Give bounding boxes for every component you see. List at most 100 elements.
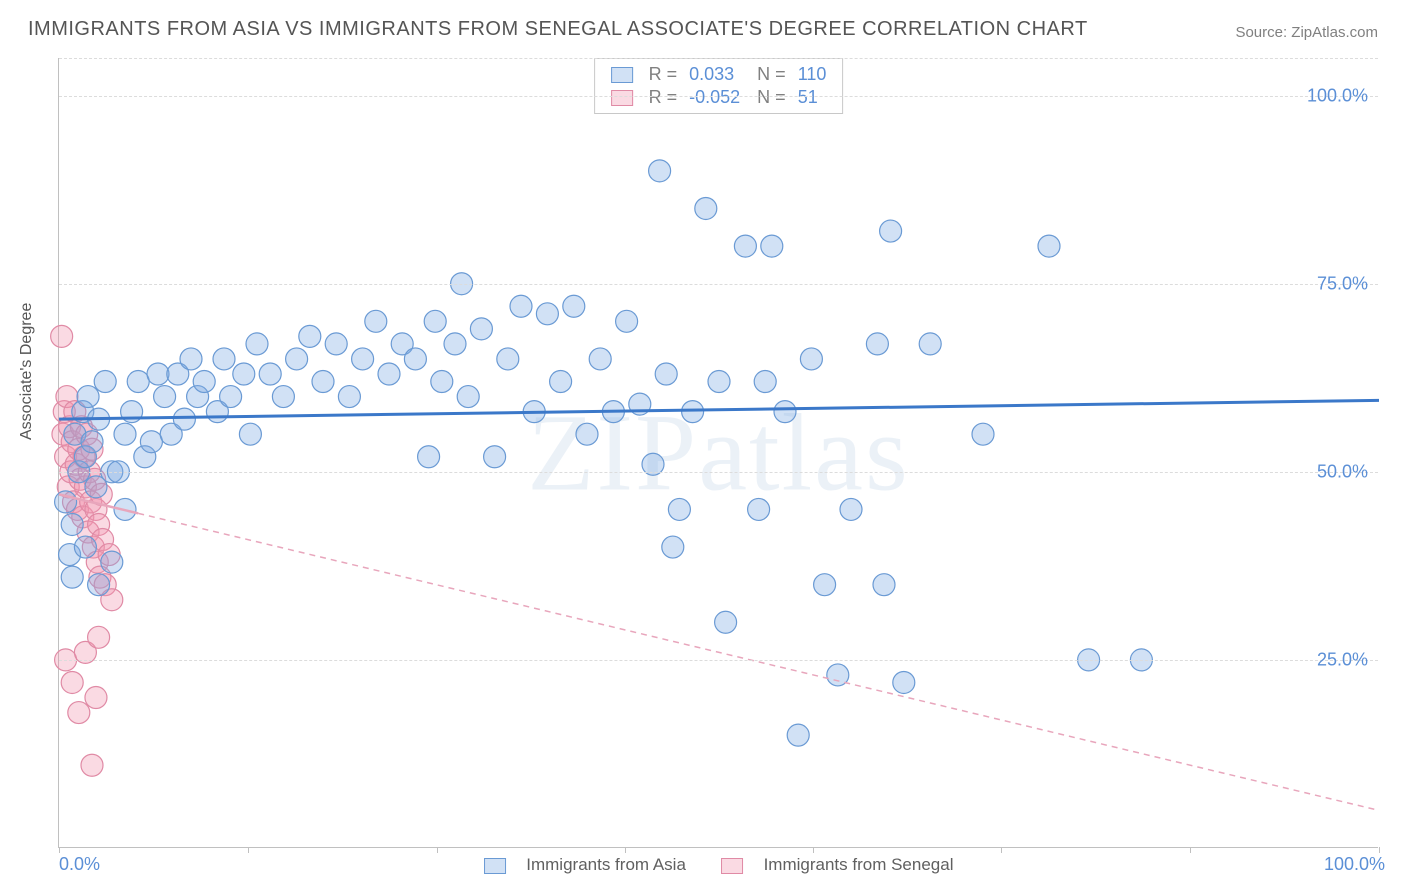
data-point: [774, 401, 796, 423]
data-point: [715, 611, 737, 633]
data-point: [1038, 235, 1060, 257]
legend-label-asia: Immigrants from Asia: [526, 855, 686, 874]
data-point: [94, 371, 116, 393]
swatch-senegal: [611, 90, 633, 106]
data-point: [213, 348, 235, 370]
x-tick: [59, 847, 60, 853]
gridline-h: [59, 660, 1378, 661]
x-tick: [1379, 847, 1380, 853]
data-point: [114, 423, 136, 445]
gridline-h: [59, 284, 1378, 285]
y-tick-label: 75.0%: [1317, 273, 1368, 294]
data-point: [325, 333, 347, 355]
legend-series: Immigrants from Asia Immigrants from Sen…: [476, 855, 962, 875]
data-point: [734, 235, 756, 257]
data-point: [74, 536, 96, 558]
trend-line: [59, 400, 1379, 419]
data-point: [352, 348, 374, 370]
data-point: [510, 295, 532, 317]
data-point: [61, 671, 83, 693]
data-point: [972, 423, 994, 445]
data-point: [536, 303, 558, 325]
data-point: [259, 363, 281, 385]
data-point: [662, 536, 684, 558]
data-point: [61, 566, 83, 588]
data-point: [233, 363, 255, 385]
data-point: [497, 348, 519, 370]
data-point: [748, 498, 770, 520]
data-point: [484, 446, 506, 468]
data-point: [81, 431, 103, 453]
data-point: [85, 687, 107, 709]
data-point: [154, 386, 176, 408]
data-point: [77, 386, 99, 408]
data-point: [272, 386, 294, 408]
data-point: [81, 754, 103, 776]
data-point: [140, 431, 162, 453]
data-point: [470, 318, 492, 340]
legend-label-senegal: Immigrants from Senegal: [764, 855, 954, 874]
plot-area: ZIPatlas R =0.033 N =110 R =-0.052 N =51…: [58, 58, 1378, 848]
y-tick-label: 50.0%: [1317, 461, 1368, 482]
legend-correlation: R =0.033 N =110 R =-0.052 N =51: [594, 58, 844, 114]
data-point: [668, 498, 690, 520]
x-tick: [1190, 847, 1191, 853]
data-point: [649, 160, 671, 182]
data-point: [873, 574, 895, 596]
y-tick-label: 100.0%: [1307, 85, 1368, 106]
data-point: [61, 513, 83, 535]
data-point: [576, 423, 598, 445]
data-point: [550, 371, 572, 393]
data-point: [424, 310, 446, 332]
data-point: [800, 348, 822, 370]
swatch-asia-bottom: [484, 858, 506, 874]
swatch-asia: [611, 67, 633, 83]
data-point: [312, 371, 334, 393]
data-point: [589, 348, 611, 370]
data-point: [787, 724, 809, 746]
data-point: [880, 220, 902, 242]
data-point: [239, 423, 261, 445]
chart-title: IMMIGRANTS FROM ASIA VS IMMIGRANTS FROM …: [28, 18, 1088, 41]
x-tick: [625, 847, 626, 853]
data-point: [88, 574, 110, 596]
data-point: [127, 371, 149, 393]
data-point: [338, 386, 360, 408]
data-point: [246, 333, 268, 355]
data-point: [431, 371, 453, 393]
data-point: [299, 325, 321, 347]
data-point: [418, 446, 440, 468]
gridline-h: [59, 58, 1378, 59]
data-point: [866, 333, 888, 355]
data-point: [754, 371, 776, 393]
trend-line-dashed: [138, 513, 1379, 810]
y-tick-label: 25.0%: [1317, 649, 1368, 670]
source-label: Source: ZipAtlas.com: [1235, 24, 1378, 41]
data-point: [147, 363, 169, 385]
legend-row-asia: R =0.033 N =110: [605, 63, 833, 86]
data-point: [378, 363, 400, 385]
data-point: [814, 574, 836, 596]
data-point: [101, 551, 123, 573]
data-point: [88, 626, 110, 648]
chart-svg: [59, 58, 1378, 847]
data-point: [286, 348, 308, 370]
data-point: [616, 310, 638, 332]
gridline-h: [59, 472, 1378, 473]
data-point: [51, 325, 73, 347]
data-point: [840, 498, 862, 520]
swatch-senegal-bottom: [721, 858, 743, 874]
gridline-h: [59, 96, 1378, 97]
data-point: [173, 408, 195, 430]
data-point: [68, 702, 90, 724]
x-tick: [437, 847, 438, 853]
data-point: [55, 491, 77, 513]
data-point: [193, 371, 215, 393]
data-point: [893, 671, 915, 693]
data-point: [761, 235, 783, 257]
data-point: [563, 295, 585, 317]
x-tick-label: 0.0%: [59, 854, 100, 875]
data-point: [695, 197, 717, 219]
data-point: [919, 333, 941, 355]
legend-row-senegal: R =-0.052 N =51: [605, 86, 833, 109]
